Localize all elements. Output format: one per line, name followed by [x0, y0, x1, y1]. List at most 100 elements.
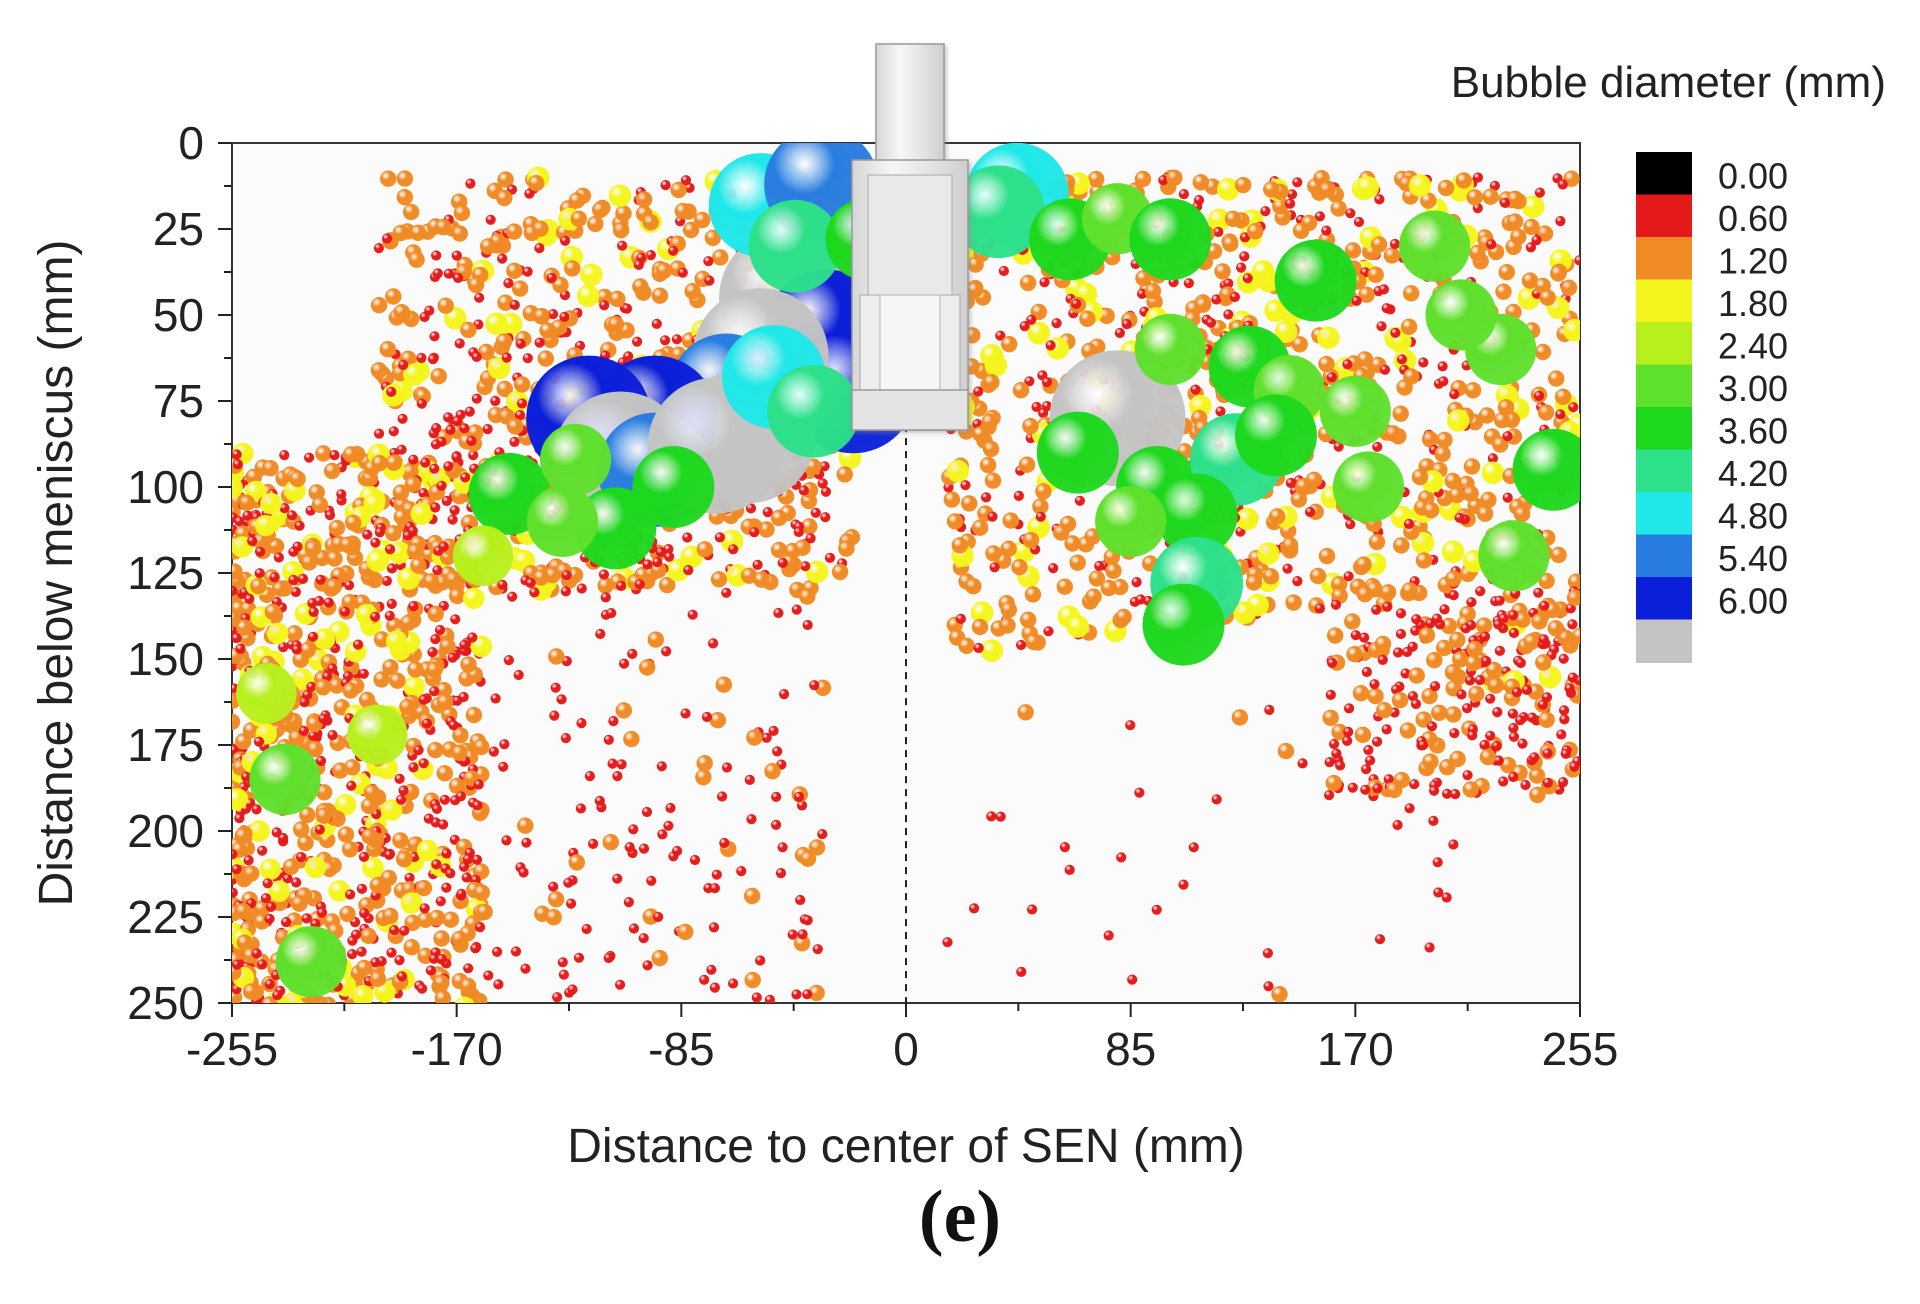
bubble-point: [360, 927, 377, 944]
bubble-point: [969, 903, 980, 914]
bubble-point: [279, 503, 290, 514]
bubble-point: [1558, 653, 1569, 664]
bubble-point: [497, 171, 514, 188]
bubble-point: [1410, 698, 1422, 710]
bubble-point: [493, 979, 504, 990]
bubble-point: [1462, 781, 1480, 798]
bubble-point: [973, 642, 984, 654]
bubble-point: [443, 412, 454, 423]
bubble-point: [308, 730, 319, 741]
bubble-point: [460, 321, 477, 339]
bubble-point: [1531, 613, 1548, 630]
bubble-point: [385, 288, 402, 305]
bubble-point: [972, 519, 989, 536]
bubble-point: [1439, 604, 1450, 615]
bubble-point: [677, 267, 688, 278]
bubble-point: [603, 734, 614, 745]
large-bubble-point: [1274, 239, 1357, 322]
bubble-point: [1400, 668, 1411, 679]
bubble-point: [1012, 382, 1030, 399]
bubble-point: [568, 192, 586, 209]
bubble-point: [1360, 784, 1371, 795]
bubble-point: [1403, 518, 1415, 530]
x-tick-label: -85: [648, 1023, 714, 1075]
bubble-point: [260, 492, 282, 515]
bubble-point: [394, 955, 405, 966]
bubble-point: [1027, 321, 1051, 345]
bubble-point: [381, 575, 392, 587]
bubble-point: [1466, 597, 1477, 608]
bubble-point: [1277, 742, 1295, 760]
bubble-point: [836, 466, 853, 483]
bubble-point: [1331, 723, 1348, 741]
bubble-point: [447, 514, 458, 525]
bubble-point: [1343, 726, 1354, 738]
bubble-point: [1469, 244, 1486, 262]
bubble-point: [539, 322, 556, 339]
bubble-point: [552, 276, 569, 294]
bubble-point: [308, 606, 319, 618]
bubble-point: [1263, 981, 1274, 992]
x-tick-label: 255: [1542, 1023, 1619, 1075]
bubble-point: [1441, 540, 1465, 564]
bubble-point: [674, 202, 692, 220]
bubble-point: [549, 710, 560, 721]
bubble-point: [434, 990, 452, 1003]
bubble-point: [1472, 172, 1484, 183]
bubble-point: [736, 866, 747, 877]
bubble-point: [509, 436, 520, 447]
bubble-point: [366, 549, 390, 573]
bubble-point: [570, 210, 587, 227]
y-tick-label: 225: [127, 891, 204, 943]
bubble-point: [566, 898, 577, 909]
bubble-point: [600, 592, 611, 603]
bubble-point: [1417, 740, 1429, 751]
bubble-point: [670, 181, 687, 199]
bubble-point: [449, 505, 460, 516]
bubble-point: [1403, 285, 1420, 302]
bubble-point: [656, 761, 667, 772]
bubble-point: [980, 639, 1004, 662]
bubble-point: [1024, 586, 1042, 603]
bubble-point: [1088, 170, 1105, 188]
bubble-point: [966, 281, 983, 299]
bubble-point: [653, 911, 664, 923]
bubble-point: [463, 587, 485, 610]
bubble-point: [431, 250, 442, 261]
bubble-point: [513, 669, 524, 681]
bubble-point: [420, 457, 431, 468]
bubble-point: [238, 494, 256, 511]
bubble-point: [1235, 176, 1252, 194]
colorbar-label: 2.40: [1718, 326, 1788, 367]
bubble-point: [1262, 568, 1280, 585]
bubble-point: [820, 486, 832, 497]
bubble-point: [1557, 179, 1568, 190]
x-axis-title: Distance to center of SEN (mm): [567, 1120, 1245, 1173]
colorbar-swatch: [1636, 364, 1692, 408]
bubble-point: [1351, 295, 1362, 306]
large-bubble-point: [1036, 411, 1119, 494]
large-bubble-point: [952, 165, 1045, 259]
colorbar-label: 0.00: [1718, 156, 1788, 197]
bubble-point: [268, 880, 291, 902]
bubble-point: [1205, 317, 1217, 328]
bubble-point: [1465, 654, 1482, 672]
bubble-point: [657, 829, 668, 840]
bubble-point: [415, 879, 433, 897]
large-bubble-point: [452, 525, 514, 586]
bubble-point: [1085, 588, 1102, 605]
bubble-point: [753, 571, 770, 588]
bubble-point: [1352, 685, 1370, 702]
bubble-point: [1135, 594, 1146, 605]
bubble-point: [596, 288, 613, 306]
bubble-point: [1533, 587, 1544, 598]
bubble-point: [1555, 216, 1566, 227]
bubble-point: [432, 565, 443, 576]
bubble-point: [247, 535, 258, 547]
bubble-point: [1285, 198, 1296, 209]
bubble-point: [436, 954, 447, 965]
bubble-point: [1434, 445, 1451, 463]
bubble-point: [709, 883, 721, 894]
bubble-point: [1069, 554, 1086, 571]
bubble-point: [1534, 187, 1545, 198]
